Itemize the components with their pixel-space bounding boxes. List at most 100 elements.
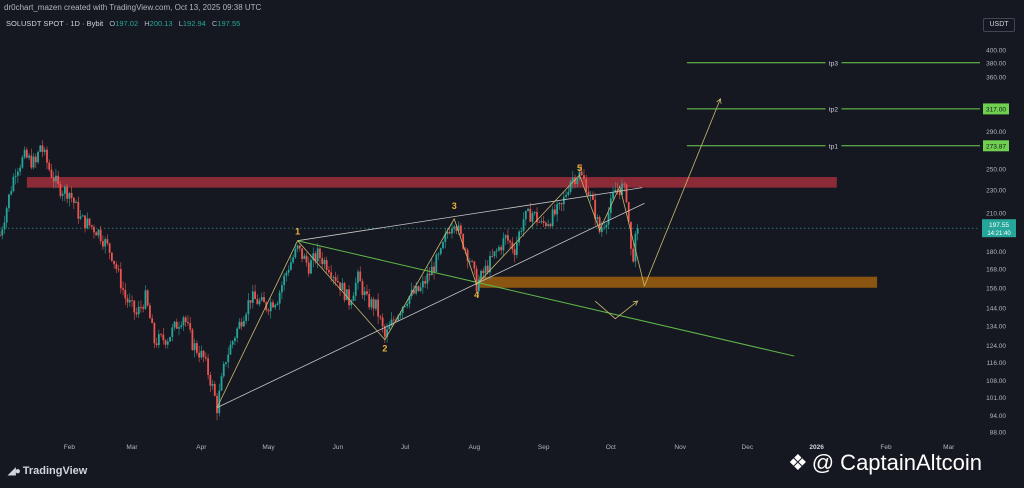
candle-body — [623, 183, 626, 185]
currency-button[interactable]: USDT — [983, 18, 1015, 32]
candle-body — [419, 287, 422, 292]
candle-body — [636, 228, 639, 234]
candle-body — [171, 327, 174, 337]
candle-body — [70, 192, 73, 198]
candle-body — [146, 290, 149, 306]
candle-body — [316, 248, 319, 262]
candle-body — [66, 186, 69, 199]
candle-body — [229, 344, 232, 355]
x-tick-label: Mar — [943, 444, 955, 451]
candle-body — [500, 247, 503, 251]
candle-body — [388, 325, 391, 330]
candle-body — [245, 314, 248, 321]
candle-body — [187, 322, 189, 324]
candle-body — [14, 175, 17, 177]
x-tick-label: Jun — [333, 444, 344, 451]
candle-body — [3, 222, 6, 230]
candle-body — [498, 247, 500, 251]
candle-body — [473, 261, 476, 269]
candle-body — [43, 149, 46, 152]
candle-body — [634, 233, 637, 262]
candle-body — [180, 325, 183, 328]
candle-body — [589, 194, 592, 196]
candle-body — [325, 260, 328, 270]
x-tick-label: Feb — [64, 444, 76, 451]
candle-body — [495, 250, 498, 252]
candle-body — [25, 149, 28, 158]
candle-body — [585, 178, 588, 192]
candle-body — [370, 299, 373, 308]
candle-body — [272, 302, 274, 308]
candle-body — [46, 149, 48, 163]
candle-body — [522, 219, 525, 232]
candle-body — [460, 225, 462, 235]
candle-body — [565, 194, 567, 197]
candle-body — [386, 329, 388, 337]
candle-body — [392, 319, 395, 321]
candle-body — [314, 253, 317, 262]
candle-body — [574, 177, 576, 185]
candle-body — [540, 221, 543, 223]
candle-body — [618, 189, 621, 195]
candle-body — [339, 282, 341, 291]
resistance-zone — [26, 177, 837, 188]
candle-body — [160, 334, 162, 336]
candle-body — [164, 340, 167, 345]
candle-body — [204, 356, 207, 359]
x-tick-label: Apr — [196, 444, 207, 451]
candle-body — [102, 241, 104, 247]
candle-body — [39, 145, 42, 152]
candle-body — [536, 211, 538, 223]
candle-body — [417, 285, 420, 292]
candle-body — [477, 279, 480, 292]
y-tick-label: 168.00 — [986, 267, 1006, 274]
candle-body — [16, 171, 19, 176]
candle-body — [93, 226, 95, 233]
candle-body — [453, 226, 456, 229]
candle-body — [211, 383, 214, 386]
candle-body — [289, 262, 292, 270]
candle-body — [276, 303, 279, 305]
candle-body — [108, 243, 111, 253]
candle-body — [596, 217, 599, 219]
candle-body — [281, 285, 283, 293]
candle-body — [104, 239, 107, 247]
candle-body — [151, 318, 154, 324]
y-tick-label: 380.00 — [986, 61, 1006, 68]
y-tick-label: 180.00 — [986, 249, 1006, 256]
candle-body — [81, 215, 84, 217]
wave-label-5: 5 — [577, 163, 582, 173]
candle-body — [209, 374, 212, 386]
candle-body — [524, 210, 527, 220]
candle-body — [301, 248, 303, 259]
candle-body — [225, 362, 227, 364]
candle-body — [621, 183, 623, 195]
candle-body — [607, 213, 610, 225]
candle-body — [251, 291, 254, 303]
candle-body — [433, 266, 435, 272]
y-tick-label: 250.00 — [986, 166, 1006, 173]
candle-body — [462, 234, 465, 249]
candle-body — [379, 316, 382, 318]
y-tick-label: 156.00 — [986, 285, 1006, 292]
candle-body — [381, 317, 384, 327]
low-value: 192.94 — [182, 19, 206, 28]
candle-body — [547, 224, 550, 227]
candle-body — [455, 226, 458, 231]
candle-body — [285, 272, 288, 276]
candle-body — [471, 260, 474, 262]
y-tick-label: 134.00 — [986, 324, 1006, 331]
target-label-bg-tp1 — [825, 140, 842, 150]
candle-body — [413, 289, 415, 294]
candle-body — [149, 305, 151, 319]
wave-label-4: 4 — [474, 290, 479, 300]
candle-body — [502, 238, 505, 251]
y-tick-label: 108.00 — [986, 378, 1006, 385]
candle-body — [332, 277, 335, 278]
candle-body — [527, 208, 529, 211]
candle-body — [406, 303, 409, 306]
target-price-badge-tp1 — [983, 140, 1009, 152]
candle-body — [173, 321, 176, 328]
candle-body — [133, 300, 136, 313]
